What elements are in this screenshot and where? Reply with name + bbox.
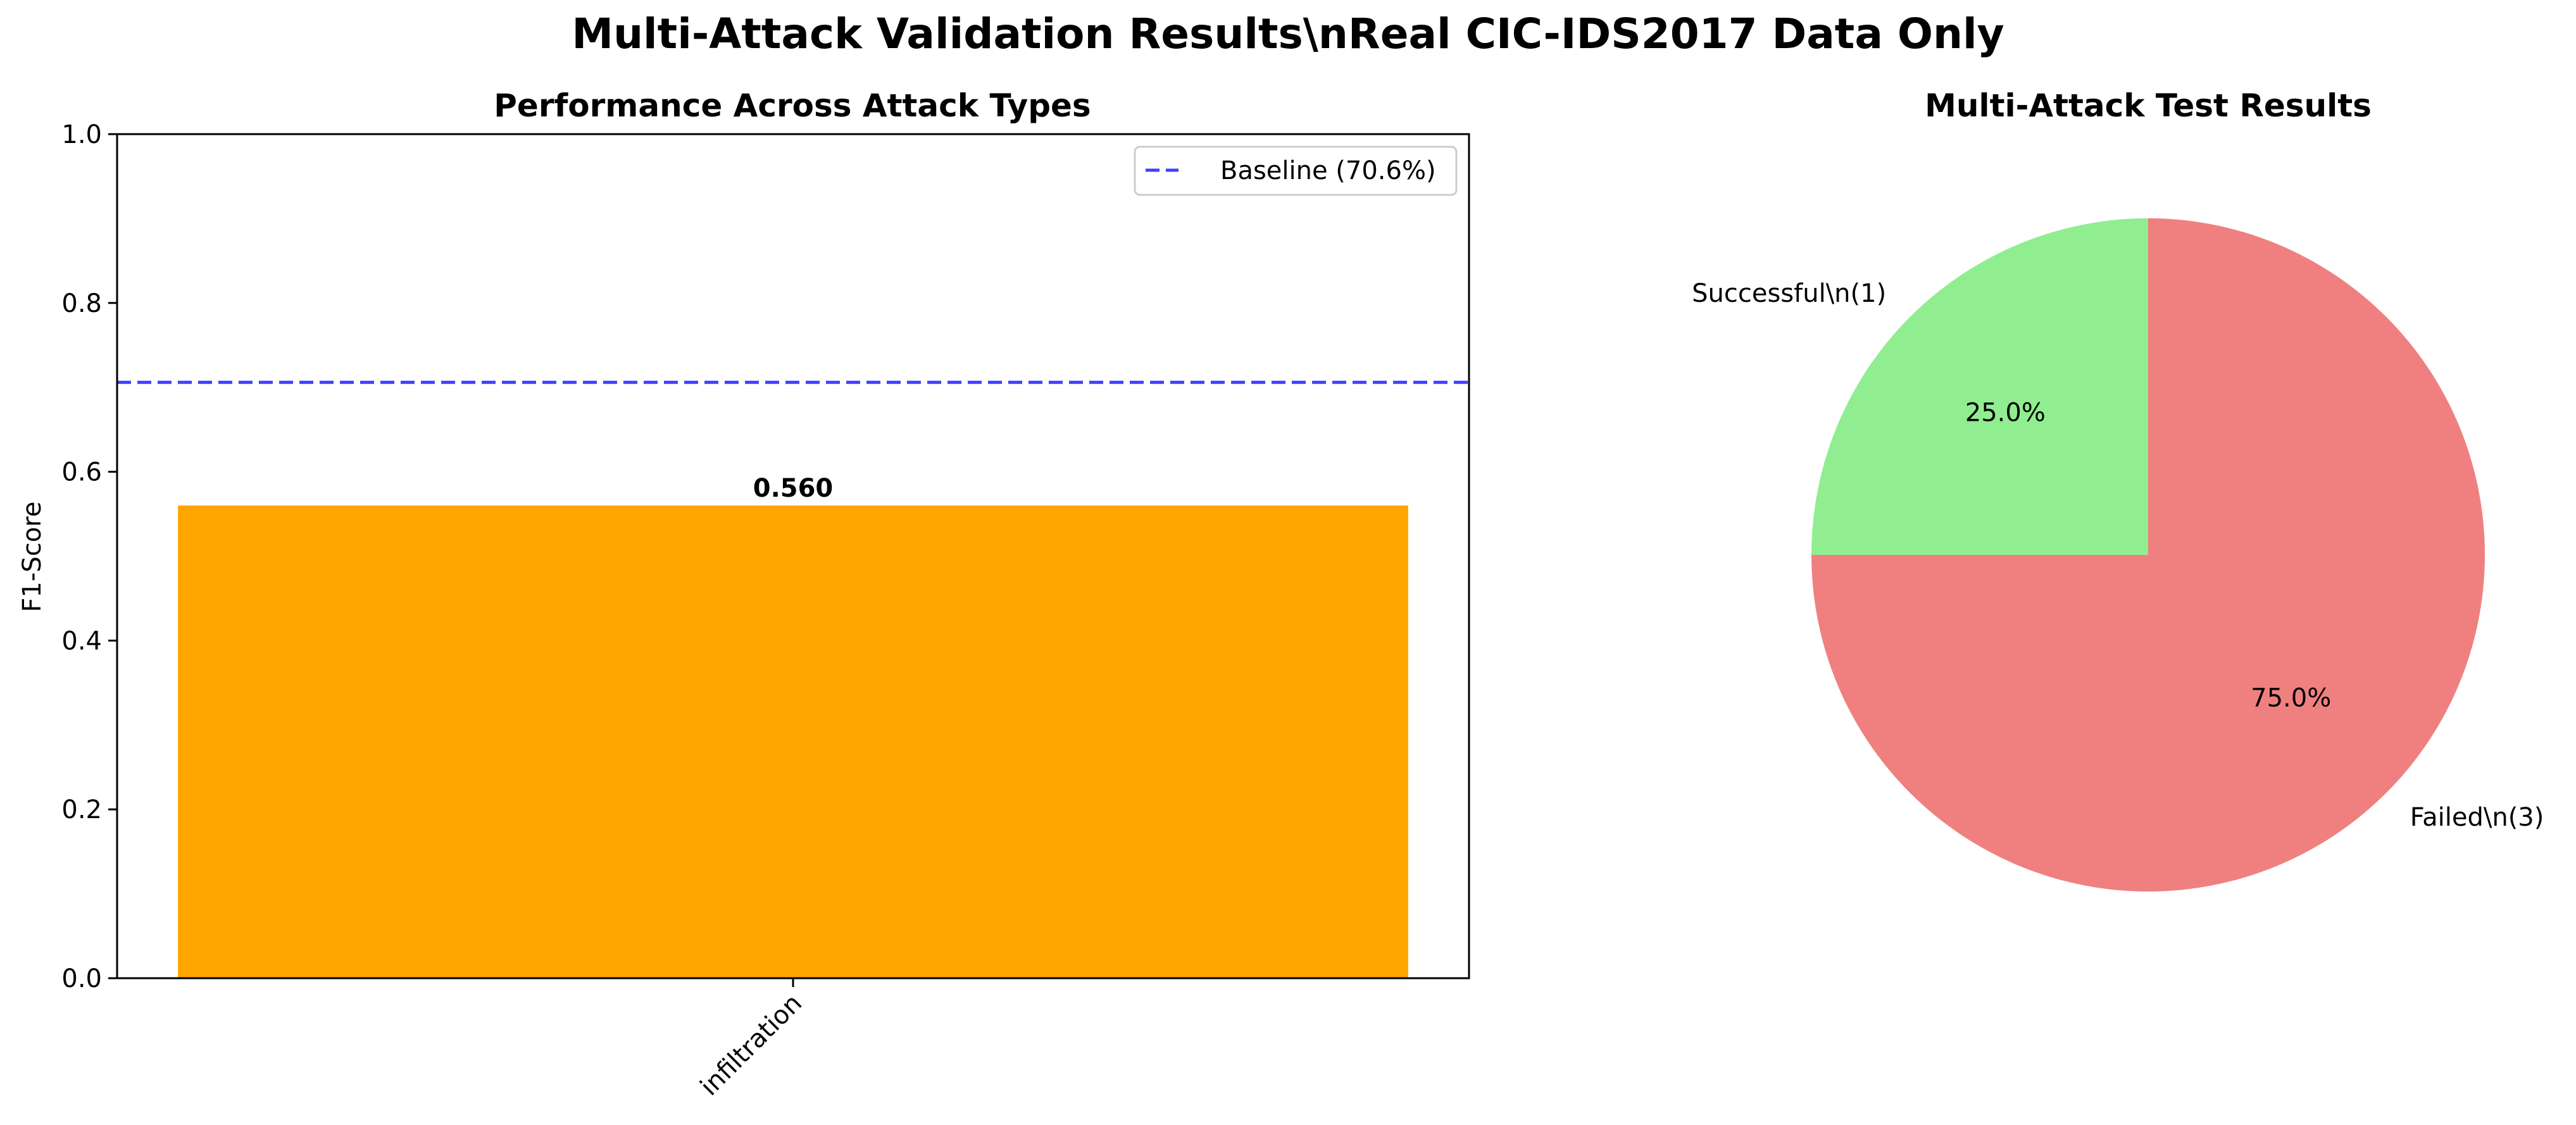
bar-chart-title: Performance Across Attack Types: [494, 87, 1091, 124]
y-tick-label: 0.2: [61, 795, 102, 824]
legend-box: [1134, 146, 1458, 196]
bar-chart: Performance Across Attack Types F1-Score…: [18, 87, 1470, 1102]
pie-slice-label: Failed\n(3): [2410, 803, 2544, 832]
pie-percent-label: 75.0%: [2251, 684, 2331, 713]
y-tick-label: 1.0: [61, 120, 102, 149]
pie-slices: 25.0% Successful\n(1) 75.0% Failed\n(3): [1692, 218, 2544, 892]
y-tick-label: 0.6: [61, 458, 102, 487]
pie-slice-0: [1811, 218, 2148, 555]
y-tick-label: 0.0: [61, 964, 102, 993]
y-tick-label: 0.4: [61, 626, 102, 656]
bar-value-label: 0.560: [753, 474, 834, 503]
legend-entry-baseline: Baseline (70.6%): [1220, 156, 1436, 185]
y-tick-label: 0.8: [61, 289, 102, 318]
pie-slice-1: [1811, 218, 2485, 892]
bar-infiltration: [178, 505, 1408, 978]
figure-title: Multi-Attack Validation Results\nReal CI…: [572, 9, 2004, 58]
pie-slice-label: Successful\n(1): [1692, 279, 1886, 308]
y-axis-label: F1-Score: [18, 502, 47, 612]
legend: Baseline (70.6%): [1134, 146, 1458, 196]
pie-chart: Multi-Attack Test Results 25.0% Successfu…: [1692, 87, 2544, 892]
pie-percent-label: 25.0%: [1965, 398, 2046, 427]
bars: 0.560: [178, 474, 1408, 978]
bar-plot-frame: [116, 133, 1470, 979]
y-axis-ticks: 0.0 0.2 0.4 0.6 0.8 1.0: [61, 120, 117, 993]
pie-chart-title: Multi-Attack Test Results: [1925, 87, 2372, 124]
x-tick-label: infiltration: [695, 989, 808, 1102]
x-axis-ticks: infiltration: [695, 978, 808, 1102]
